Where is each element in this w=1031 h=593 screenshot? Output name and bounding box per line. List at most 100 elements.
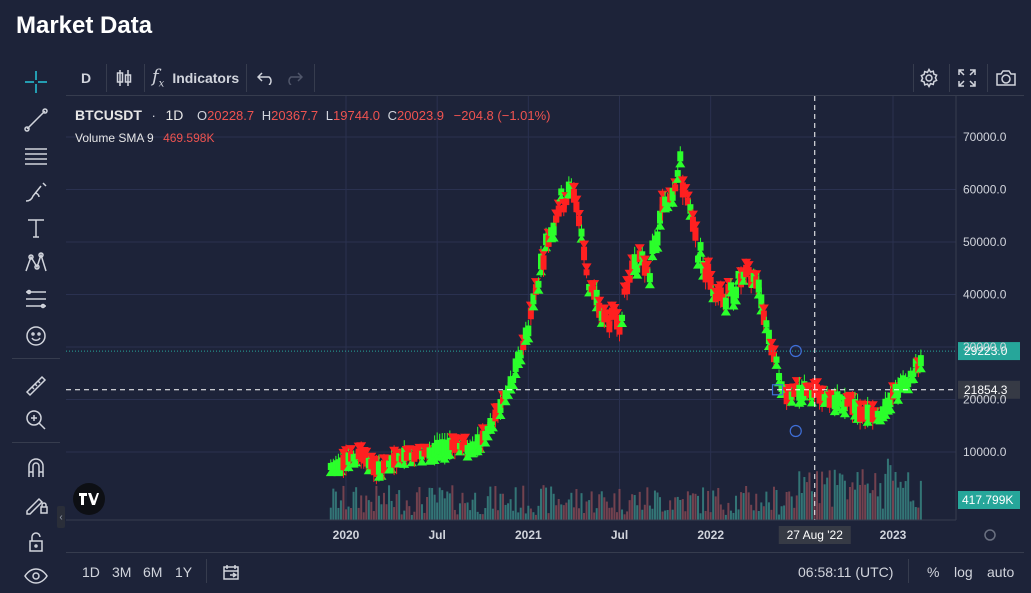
volume-bar bbox=[818, 503, 821, 520]
buy-signal-marker bbox=[903, 385, 914, 394]
volume-bar bbox=[423, 512, 426, 520]
volume-bar bbox=[732, 512, 735, 520]
volume-bar bbox=[562, 505, 565, 520]
volume-bar bbox=[689, 495, 692, 520]
volume-bar bbox=[504, 504, 507, 520]
go-to-date-icon[interactable] bbox=[222, 553, 240, 591]
symbol-name[interactable]: BTCUSDT bbox=[75, 107, 142, 123]
buy-signal-marker bbox=[487, 423, 498, 432]
candle-body bbox=[768, 344, 775, 356]
volume-bar bbox=[621, 509, 624, 520]
crosshair-date-label: 27 Aug '22 bbox=[787, 528, 844, 542]
volume-bar bbox=[641, 509, 644, 520]
log-scale-button[interactable]: log bbox=[954, 564, 973, 580]
volume-bar bbox=[608, 507, 611, 520]
sell-signal-marker bbox=[589, 280, 600, 289]
high-value: 20367.7 bbox=[271, 108, 319, 123]
indicators-button[interactable]: fx Indicators bbox=[152, 60, 244, 96]
volume-bars bbox=[329, 458, 922, 520]
auto-scale-button[interactable]: auto bbox=[987, 564, 1015, 580]
candle-body bbox=[677, 151, 684, 162]
horizontal-lines-icon[interactable] bbox=[20, 140, 52, 172]
candle-body bbox=[905, 379, 912, 388]
buy-signal-marker bbox=[480, 438, 491, 447]
volume-bar bbox=[342, 485, 345, 520]
volume-bar bbox=[565, 502, 568, 520]
candle-body bbox=[732, 286, 739, 299]
lock-drawing-icon[interactable] bbox=[20, 488, 52, 520]
crosshair-icon[interactable] bbox=[20, 66, 52, 98]
range-3m-button[interactable]: 3M bbox=[112, 564, 132, 580]
range-1d-button[interactable]: 1D bbox=[82, 564, 100, 580]
tradingview-logo[interactable] bbox=[73, 483, 105, 515]
volume-bar bbox=[803, 477, 806, 520]
candle-body bbox=[773, 356, 780, 363]
volume-bar bbox=[823, 484, 826, 520]
toolbar-divider bbox=[12, 442, 60, 443]
fullscreen-icon[interactable] bbox=[955, 60, 979, 96]
volume-bar bbox=[458, 503, 461, 520]
sell-signal-marker bbox=[687, 210, 698, 219]
eye-icon[interactable] bbox=[20, 560, 52, 592]
volume-bar bbox=[428, 487, 431, 520]
price-tick-label: 60000.0 bbox=[963, 183, 1007, 197]
undo-icon[interactable] bbox=[254, 60, 278, 96]
candle-body bbox=[530, 293, 537, 305]
volume-bar bbox=[575, 489, 578, 520]
volume-bar bbox=[382, 492, 385, 520]
emoji-icon[interactable] bbox=[20, 320, 52, 352]
ruler-icon[interactable] bbox=[20, 370, 52, 402]
volume-bar bbox=[676, 496, 679, 520]
range-1y-button[interactable]: 1Y bbox=[175, 564, 193, 580]
volume-bar bbox=[507, 503, 510, 520]
redo-icon[interactable] bbox=[282, 60, 306, 96]
trend-line-icon[interactable] bbox=[20, 104, 52, 136]
top-bar-divider bbox=[144, 64, 145, 92]
zoom-in-icon[interactable] bbox=[20, 404, 52, 436]
unlock-icon[interactable] bbox=[20, 526, 52, 558]
volume-bar bbox=[499, 493, 502, 520]
volume-bar bbox=[679, 499, 682, 520]
text-icon[interactable] bbox=[20, 212, 52, 244]
volume-bar bbox=[724, 514, 727, 520]
candle-body bbox=[505, 385, 512, 393]
collapse-toolbar-button[interactable]: ‹ bbox=[57, 506, 65, 528]
pattern-icon[interactable] bbox=[20, 248, 52, 280]
volume-label[interactable]: Volume SMA 9 bbox=[75, 131, 154, 145]
volume-bar bbox=[522, 485, 525, 520]
volume-bar bbox=[765, 491, 768, 520]
price-tick-label: 50000.0 bbox=[963, 235, 1007, 249]
volume-bar bbox=[892, 480, 894, 520]
volume-bar bbox=[742, 493, 745, 520]
volume-bar bbox=[360, 495, 363, 520]
open-label: O bbox=[197, 108, 208, 123]
candle-body bbox=[674, 170, 681, 177]
fib-retracement-icon[interactable] bbox=[20, 284, 52, 316]
utc-clock[interactable]: 06:58:11 (UTC) bbox=[798, 564, 894, 580]
brush-icon[interactable] bbox=[20, 176, 52, 208]
sell-signal-marker bbox=[639, 255, 650, 264]
price-chart[interactable]: 29223.0 21854.3 27 Aug '22 417.799K 70000.0… bbox=[66, 96, 1024, 552]
crosshair-date-badge bbox=[778, 526, 851, 544]
sell-signal-marker bbox=[594, 296, 605, 305]
sell-signal-marker bbox=[812, 378, 823, 387]
close-label: C bbox=[387, 108, 398, 123]
candle-body bbox=[801, 381, 808, 395]
volume-bar bbox=[347, 506, 350, 520]
volume-bar bbox=[486, 496, 489, 520]
sell-signal-marker bbox=[766, 338, 777, 347]
candles-icon[interactable] bbox=[112, 60, 136, 96]
sell-signal-marker bbox=[599, 304, 610, 313]
settings-gear-icon[interactable] bbox=[917, 60, 941, 96]
candle-body bbox=[710, 288, 717, 297]
camera-icon[interactable] bbox=[993, 60, 1019, 96]
candle-body bbox=[912, 358, 919, 368]
bottom-bar-divider bbox=[206, 559, 207, 583]
volume-bar bbox=[600, 491, 603, 520]
range-6m-button[interactable]: 6M bbox=[143, 564, 163, 580]
magnet-icon[interactable] bbox=[20, 452, 52, 484]
interval-button[interactable]: D bbox=[80, 70, 92, 86]
percent-scale-button[interactable]: % bbox=[927, 564, 940, 580]
volume-bar bbox=[666, 510, 669, 520]
volume-bar bbox=[798, 471, 801, 520]
